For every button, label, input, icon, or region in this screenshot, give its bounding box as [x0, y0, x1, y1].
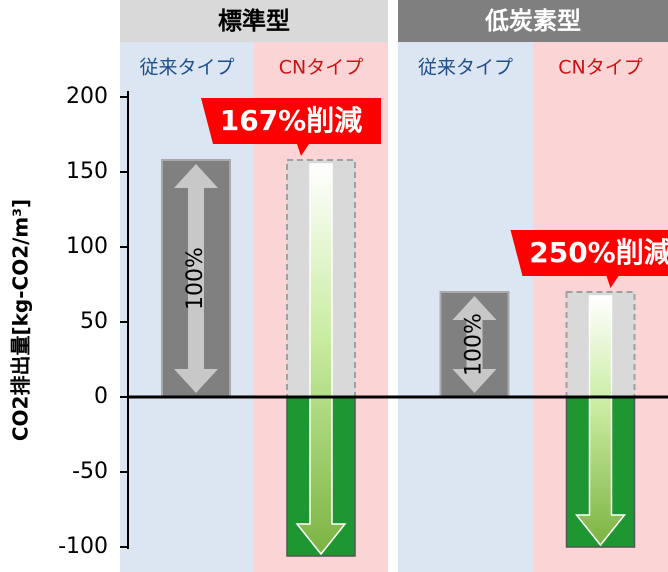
arrow-label: 100%	[462, 313, 487, 376]
y-axis-label: CO2排出量[kg-CO2/m³]	[9, 199, 33, 441]
subcategory-label: 従来タイプ	[418, 57, 513, 79]
y-tick-label: -50	[72, 459, 108, 484]
arrow-label: 100%	[183, 247, 208, 310]
y-tick-label: 200	[66, 84, 108, 109]
reduction-label: 250%削減	[529, 236, 668, 269]
y-tick-label: 0	[94, 384, 108, 409]
y-tick-label: 50	[80, 309, 108, 334]
callout-box	[510, 230, 668, 288]
reduction-arrow	[295, 163, 347, 556]
group-title: 低炭素型	[484, 7, 581, 35]
subcategory-label: CNタイプ	[558, 57, 642, 79]
callout-box	[201, 98, 381, 156]
reduction-arrow	[574, 295, 627, 547]
group-title: 標準型	[218, 7, 290, 35]
y-tick-label: 100	[66, 234, 108, 259]
y-tick-label: 150	[66, 159, 108, 184]
subcategory-label: 従来タイプ	[139, 57, 234, 79]
subcategory-label: CNタイプ	[279, 57, 363, 79]
group-header	[120, 0, 388, 42]
reduction-label: 167%削減	[220, 104, 363, 137]
group-header	[398, 0, 668, 42]
double-arrow	[174, 164, 218, 393]
double-arrow	[452, 296, 497, 393]
y-tick-label: -100	[58, 534, 108, 559]
